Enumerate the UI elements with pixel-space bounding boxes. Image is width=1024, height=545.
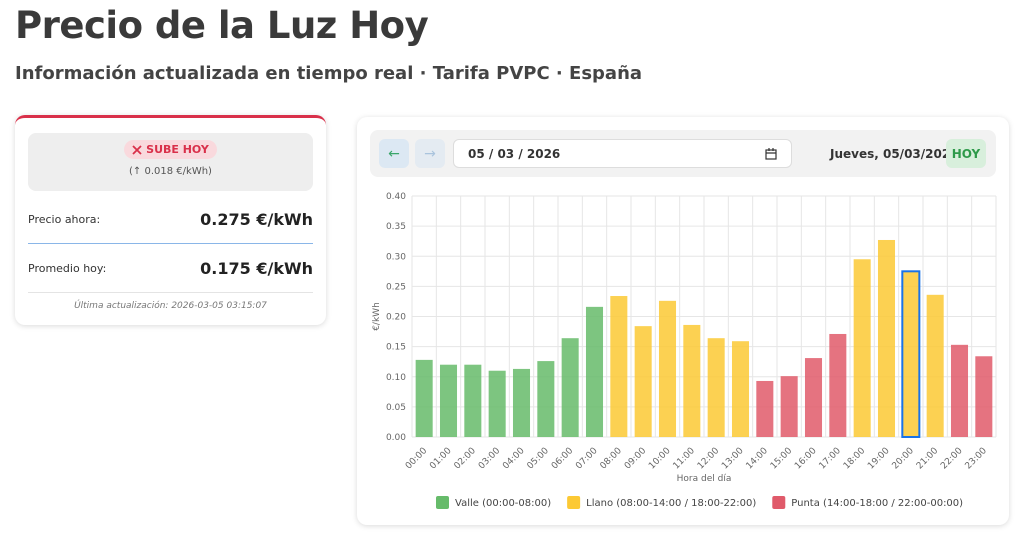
y-tick-label: 0.20 — [386, 313, 406, 323]
bar — [658, 300, 677, 437]
day-label: Jueves, 05/03/2026 — [830, 147, 959, 161]
x-tick-label: 19:00 — [866, 446, 892, 472]
bar — [561, 338, 579, 437]
x-tick-label: 15:00 — [769, 446, 795, 472]
bar — [634, 326, 652, 437]
x-icon — [132, 144, 142, 155]
x-tick-label: 07:00 — [574, 446, 600, 472]
y-tick-label: 0.00 — [386, 433, 406, 443]
today-button[interactable]: HOY — [946, 139, 986, 168]
y-axis-label: €/kWh — [372, 302, 382, 331]
legend-swatch — [772, 496, 786, 509]
y-tick-label: 0.35 — [386, 222, 406, 232]
bar — [610, 296, 628, 437]
bar — [707, 338, 725, 437]
x-tick-label: 17:00 — [818, 446, 844, 472]
page-subtitle: Información actualizada en tiempo real ·… — [15, 63, 643, 84]
x-tick-label: 03:00 — [477, 446, 503, 472]
y-tick-label: 0.15 — [386, 343, 406, 353]
y-tick-label: 0.10 — [386, 373, 406, 383]
bar — [926, 294, 944, 437]
x-tick-label: 06:00 — [550, 446, 576, 472]
x-tick-label: 01:00 — [428, 446, 454, 472]
page-title: Precio de la Luz Hoy — [15, 4, 429, 47]
last-updated: Última actualización: 2026-03-05 03:15:0… — [74, 301, 267, 311]
trend-alert: SUBE HOY (↑ 0.018 €/kWh) — [28, 133, 313, 191]
x-tick-label: 10:00 — [647, 446, 673, 472]
bar — [464, 364, 482, 437]
bar — [731, 341, 750, 437]
x-tick-label: 11:00 — [672, 446, 698, 472]
calendar-icon — [765, 148, 777, 160]
trend-badge: SUBE HOY — [124, 140, 217, 159]
bar — [901, 270, 921, 438]
x-tick-label: 16:00 — [793, 446, 819, 472]
row-label: Promedio hoy: — [28, 261, 107, 275]
x-tick-label: 14:00 — [745, 446, 771, 472]
bar — [512, 368, 531, 437]
x-tick-label: 05:00 — [526, 446, 552, 472]
x-tick-label: 22:00 — [939, 446, 965, 472]
x-tick-label: 18:00 — [842, 446, 868, 472]
price-change: (↑ 0.018 €/kWh) — [129, 166, 212, 177]
legend-label: Llano (08:00-14:00 / 18:00-22:00) — [586, 498, 756, 509]
x-tick-label: 02:00 — [453, 446, 479, 472]
legend-label: Punta (14:00-18:00 / 22:00-00:00) — [791, 498, 963, 509]
row-value: 0.175 €/kWh — [200, 258, 313, 278]
date-text: 05 / 03 / 2026 — [468, 146, 561, 161]
bar — [585, 306, 604, 437]
x-tick-label: 13:00 — [720, 446, 746, 472]
date-controls: ← → 05 / 03 / 2026 Jueves, 05/03/2026 HO… — [370, 130, 996, 177]
badge-text: SUBE HOY — [146, 143, 209, 156]
x-tick-label: 21:00 — [915, 446, 941, 472]
chart-card: ← → 05 / 03 / 2026 Jueves, 05/03/2026 HO… — [357, 117, 1009, 525]
y-tick-label: 0.05 — [386, 403, 406, 413]
y-tick-label: 0.40 — [386, 192, 406, 202]
bar — [853, 259, 871, 437]
row-label: Precio ahora: — [28, 212, 101, 226]
price-row: Promedio hoy: 0.175 €/kWh — [28, 244, 313, 293]
price-row: Precio ahora: 0.275 €/kWh — [28, 195, 313, 244]
y-tick-label: 0.25 — [386, 282, 406, 292]
prev-button[interactable]: ← — [379, 139, 409, 168]
bar — [756, 380, 774, 437]
x-tick-label: 09:00 — [623, 446, 649, 472]
date-input[interactable]: 05 / 03 / 2026 — [453, 139, 792, 168]
legend-label: Valle (00:00-08:00) — [455, 498, 551, 509]
bar — [975, 356, 993, 437]
bar — [950, 344, 969, 437]
bar — [488, 370, 506, 437]
bar — [537, 361, 555, 437]
bar — [683, 324, 701, 437]
bar — [415, 359, 433, 437]
summary-card: SUBE HOY (↑ 0.018 €/kWh) Precio ahora: 0… — [15, 115, 326, 325]
y-tick-label: 0.30 — [386, 252, 406, 262]
bar — [877, 239, 896, 437]
legend-swatch — [567, 496, 581, 509]
bar — [829, 333, 847, 437]
next-button[interactable]: → — [415, 139, 445, 168]
bar — [439, 364, 458, 437]
row-value: 0.275 €/kWh — [200, 209, 313, 229]
bar — [780, 376, 798, 437]
x-tick-label: 04:00 — [501, 446, 527, 472]
x-tick-label: 12:00 — [696, 446, 722, 472]
x-axis-label: Hora del día — [677, 474, 732, 484]
bar — [804, 358, 823, 437]
x-tick-label: 00:00 — [404, 446, 430, 472]
x-tick-label: 08:00 — [599, 446, 625, 472]
legend-swatch — [436, 496, 449, 509]
x-tick-label: 20:00 — [891, 446, 917, 472]
x-tick-label: 23:00 — [964, 446, 990, 472]
chart: 0.00 0.05 0.10 0.15 0.20 0.25 0.30 0.35 0.40 00:0… — [372, 192, 997, 509]
